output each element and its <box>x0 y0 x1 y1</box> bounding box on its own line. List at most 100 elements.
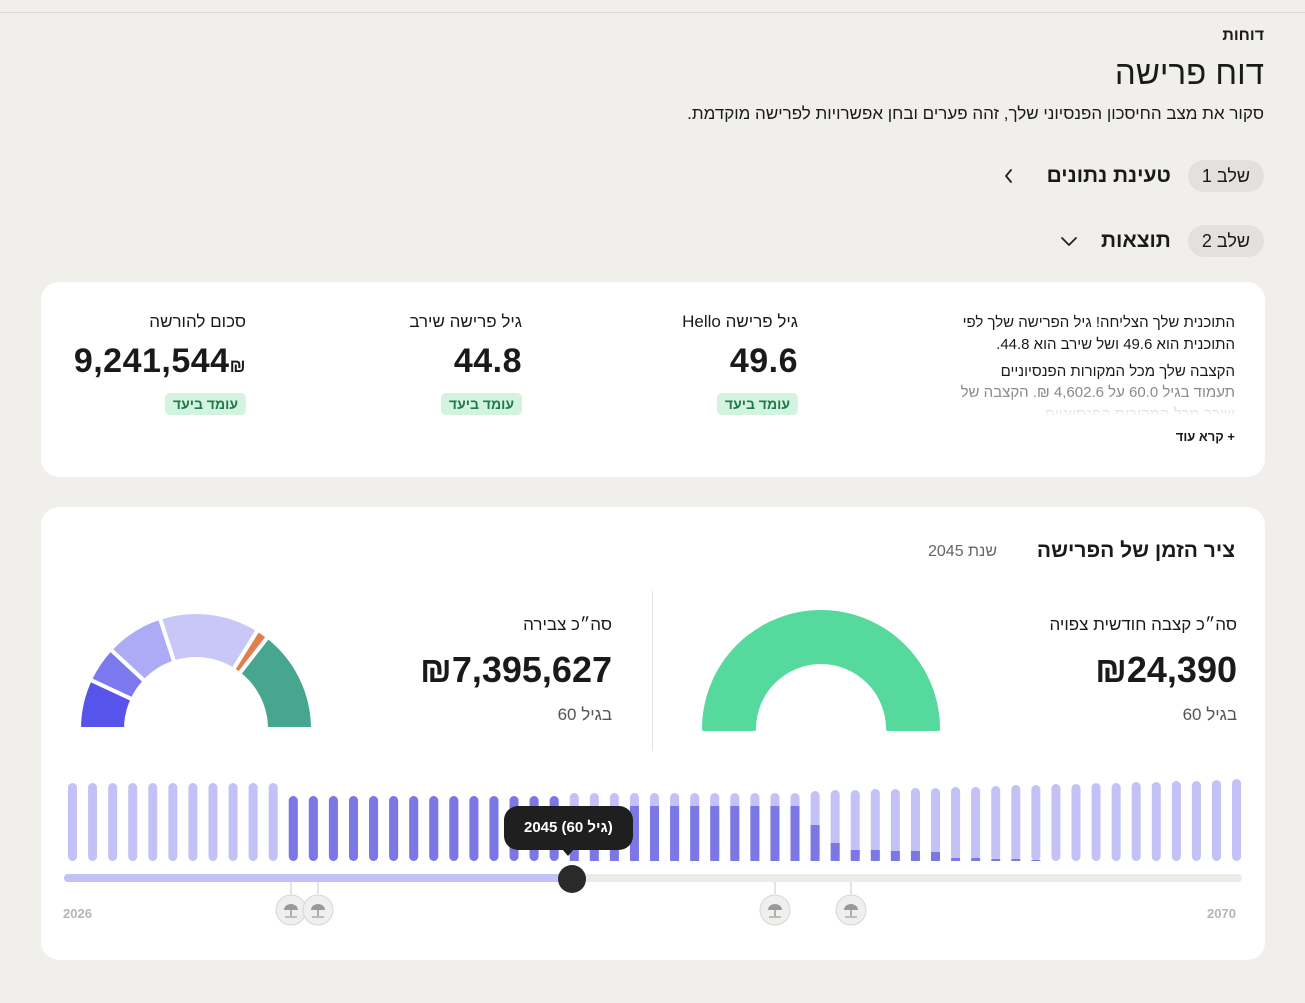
timeline-bar-segment <box>1011 859 1021 861</box>
timeline-bar-segment <box>710 806 720 861</box>
slider-fill <box>64 874 572 882</box>
timeline-bar-segment <box>810 825 820 861</box>
step-1-header[interactable]: שלב 1 טעינת נתונים <box>999 159 1264 193</box>
metric-retirement-age-shirav: גיל פרישה שירב 44.8 עומד ביעד <box>409 312 522 415</box>
timeline-bar <box>1051 784 1061 861</box>
timeline-bar <box>1031 785 1041 861</box>
status-badge: עומד ביעד <box>716 393 798 415</box>
timeline-bar <box>148 783 158 861</box>
timeline-bar <box>1011 785 1021 861</box>
timeline-bar-segment <box>369 796 379 861</box>
year-tooltip: 2045 (גיל 60) <box>504 806 633 856</box>
timeline-bar <box>951 787 961 861</box>
kpi-value: ₪7,395,627 <box>420 649 612 690</box>
kpi-sub: בגיל 60 <box>557 705 612 724</box>
axis-start-year: 2026 <box>63 906 92 921</box>
timeline-bar-segment <box>650 806 660 861</box>
timeline-bar-segment <box>730 806 740 861</box>
timeline-bar-segment <box>629 806 639 861</box>
timeline-bar <box>1111 783 1121 861</box>
summary-card: התוכנית שלך הצליחה! גיל הפרישה שלך לפי ה… <box>41 282 1265 477</box>
timeline-bar-segment <box>890 851 900 861</box>
slider-thumb <box>558 865 586 893</box>
umbrella-icon[interactable] <box>302 894 334 931</box>
milestone-markers <box>290 882 852 894</box>
step-2-header[interactable]: שלב 2 תוצאות <box>1059 224 1264 258</box>
summary-paragraph: התוכנית שלך הצליחה! גיל הפרישה שלך לפי ה… <box>962 314 1235 353</box>
status-badge: עומד ביעד <box>440 393 522 415</box>
monthly-pension-gauge <box>702 610 940 731</box>
gauge-segment <box>237 634 315 731</box>
status-badge: עומד ביעד <box>164 393 246 415</box>
timeline-bar-segment <box>288 796 298 861</box>
timeline-slider[interactable] <box>41 507 1265 960</box>
timeline-bar-segment <box>971 858 981 861</box>
timeline-bar <box>1232 779 1242 861</box>
metric-retirement-age-hello: גיל פרישה Hello 49.6 עומד ביעד <box>682 312 798 415</box>
timeline-bar <box>248 783 258 861</box>
timeline-bar <box>1071 784 1081 861</box>
timeline-bar-segment <box>750 806 760 861</box>
timeline-bar-segment <box>389 796 399 861</box>
timeline-bar-segment <box>830 843 840 861</box>
kpi-label: סה״כ קצבה חודשית צפויה <box>1049 615 1238 634</box>
timeline-bar-segment <box>670 806 680 861</box>
chevron-left-icon[interactable] <box>999 166 1019 186</box>
timeline-bar-segment <box>469 796 479 861</box>
timeline-bar <box>188 783 198 861</box>
timeline-title: ציר הזמן של הפרישה <box>1036 539 1235 562</box>
timeline-bar <box>1151 782 1161 861</box>
timeline-bar-segment <box>690 806 700 861</box>
chevron-down-icon[interactable] <box>1059 231 1079 251</box>
step-2-title: תוצאות <box>1100 229 1171 252</box>
page-title: דוח פרישה <box>1114 54 1264 91</box>
metric-value: 44.8 <box>453 342 522 380</box>
timeline-bar <box>1191 781 1201 861</box>
timeline-bar-segment <box>790 806 800 861</box>
timeline-bar-segment <box>489 796 499 861</box>
timeline-year-label: שנת 2045 <box>928 543 997 560</box>
metric-number: 9,241,544 <box>73 342 230 380</box>
umbrella-icon[interactable] <box>275 894 307 931</box>
kpi-value: ₪24,390 <box>1095 649 1237 690</box>
timeline-bar <box>1131 782 1141 861</box>
summary-text: התוכנית שלך הצליחה! גיל הפרישה שלך לפי ה… <box>955 312 1235 388</box>
metric-value: 9,241,544₪ <box>74 342 246 381</box>
timeline-bar-segment <box>1031 860 1041 861</box>
umbrella-icon[interactable] <box>759 894 791 931</box>
step-2-pill: שלב 2 <box>1187 225 1264 257</box>
timeline-bar-segment <box>449 796 459 861</box>
timeline-bar <box>870 789 880 861</box>
timeline-bar <box>208 783 218 861</box>
umbrella-icon[interactable] <box>835 894 867 931</box>
timeline-bar <box>128 783 138 861</box>
timeline-bar-segment <box>348 796 358 861</box>
timeline-bar-segment <box>931 852 941 861</box>
timeline-bar <box>228 783 238 861</box>
timeline-bar <box>1091 783 1101 861</box>
top-divider <box>0 12 1305 13</box>
step-1-pill: שלב 1 <box>1187 160 1264 192</box>
kpi-label: סה״כ צבירה <box>523 615 612 634</box>
metric-label: גיל פרישה שירב <box>409 312 522 331</box>
breadcrumb[interactable]: דוחות <box>1222 27 1264 44</box>
timeline-bar <box>1171 781 1181 861</box>
axis-end-year: 2070 <box>1207 906 1236 921</box>
kpi-divider <box>652 591 653 751</box>
read-more-link[interactable]: + קרא עוד <box>1175 429 1235 444</box>
accumulated-gauge <box>77 610 315 731</box>
gauge-arc-monthly <box>702 610 940 731</box>
timeline-bar <box>910 788 920 861</box>
step-1-title: טעינת נתונים <box>1046 164 1171 187</box>
timeline-bar <box>108 783 118 861</box>
summary-paragraph: הקצבה שלך מכל המקורות הפנסיוניים <box>1000 363 1235 380</box>
timeline-bar <box>1211 780 1221 861</box>
timeline-bar-segment <box>429 796 439 861</box>
timeline-bar <box>931 788 941 861</box>
page-description: סקור את מצב החיסכון הפנסיוני שלך, זהה פע… <box>687 104 1264 123</box>
timeline-bar-segment <box>850 850 860 861</box>
timeline-bar-segment <box>308 796 318 861</box>
timeline-bar-segment <box>991 859 1001 861</box>
timeline-bar-segment <box>910 851 920 861</box>
kpi-accumulated: סה״כ צבירה ₪7,395,627 בגיל 60 <box>420 615 612 725</box>
